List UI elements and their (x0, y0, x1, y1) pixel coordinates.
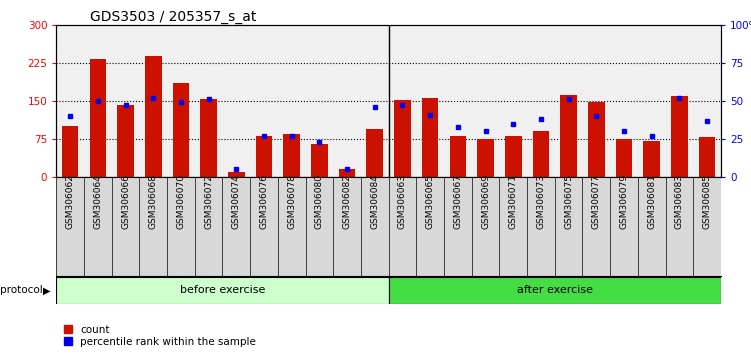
Bar (366, 129, 383, 177)
Bar (616, 139, 632, 177)
Bar (62, 126, 79, 177)
Bar (478, 139, 494, 177)
Bar (311, 144, 327, 177)
Bar (173, 83, 189, 177)
Bar (89, 59, 106, 177)
Bar (201, 99, 217, 177)
Bar (255, 136, 273, 177)
Bar (671, 96, 688, 177)
Text: GDS3503 / 205357_s_at: GDS3503 / 205357_s_at (89, 10, 256, 24)
Bar (117, 105, 134, 177)
Bar (450, 136, 466, 177)
Legend: count, percentile rank within the sample: count, percentile rank within the sample (62, 322, 258, 349)
Bar (532, 131, 549, 177)
Bar (228, 172, 245, 177)
Bar (644, 142, 660, 177)
Bar (698, 137, 716, 177)
Bar (505, 136, 521, 177)
Bar (283, 134, 300, 177)
Bar (339, 170, 355, 177)
Bar (394, 100, 411, 177)
Text: after exercise: after exercise (517, 285, 593, 295)
Text: protocol: protocol (0, 285, 43, 295)
Bar (422, 98, 439, 177)
Bar (145, 56, 161, 177)
Text: before exercise: before exercise (179, 285, 265, 295)
Bar (560, 95, 577, 177)
Text: ▶: ▶ (43, 285, 50, 295)
Bar (588, 102, 605, 177)
FancyBboxPatch shape (56, 277, 389, 304)
FancyBboxPatch shape (389, 277, 721, 304)
